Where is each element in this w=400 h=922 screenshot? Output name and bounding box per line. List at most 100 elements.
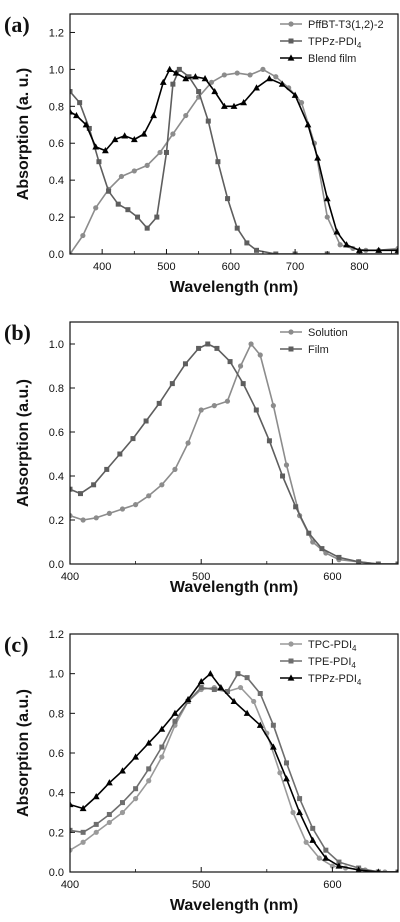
data-point bbox=[237, 684, 244, 691]
data-point bbox=[314, 154, 322, 161]
data-point bbox=[198, 685, 204, 691]
data-point bbox=[183, 112, 189, 119]
data-point bbox=[355, 866, 362, 872]
data-point bbox=[298, 100, 305, 106]
data-point bbox=[244, 675, 250, 681]
data-point bbox=[217, 683, 225, 691]
data-point bbox=[115, 201, 121, 207]
series-line bbox=[70, 68, 398, 254]
legend-item: TPPz-PDI4 bbox=[280, 36, 362, 50]
legend-label: TPC-PDI4 bbox=[308, 639, 357, 653]
y-tick-label: 0.4 bbox=[49, 788, 64, 800]
x-tick-label: 400 bbox=[61, 571, 79, 583]
legend-label: Film bbox=[308, 344, 329, 356]
data-point bbox=[150, 111, 158, 119]
data-point bbox=[121, 132, 129, 139]
series-line bbox=[70, 68, 398, 252]
data-point bbox=[211, 403, 217, 409]
data-point bbox=[237, 363, 244, 369]
data-point bbox=[270, 403, 276, 409]
data-point bbox=[91, 482, 97, 488]
data-point bbox=[176, 66, 182, 72]
data-point bbox=[93, 821, 99, 827]
legend-marker bbox=[288, 641, 294, 647]
data-point bbox=[251, 698, 257, 705]
data-point bbox=[106, 188, 112, 194]
data-point bbox=[119, 506, 126, 512]
data-point bbox=[80, 829, 86, 835]
data-point bbox=[234, 225, 240, 231]
x-axis-label: Wavelength (nm) bbox=[170, 279, 298, 296]
y-tick-label: 0.6 bbox=[49, 748, 64, 760]
data-point bbox=[172, 69, 180, 76]
data-point bbox=[70, 800, 74, 808]
data-point bbox=[243, 709, 251, 716]
y-tick-label: 1.0 bbox=[49, 64, 64, 76]
data-point bbox=[130, 436, 136, 442]
series-1 bbox=[70, 66, 398, 254]
data-point bbox=[93, 515, 99, 521]
data-point bbox=[157, 149, 163, 156]
data-point bbox=[291, 91, 299, 98]
data-point bbox=[77, 100, 83, 106]
y-tick-label: 0.6 bbox=[49, 138, 64, 150]
data-point bbox=[224, 689, 230, 695]
data-point bbox=[158, 725, 166, 732]
data-point bbox=[144, 162, 150, 168]
data-point bbox=[105, 779, 113, 786]
data-point bbox=[283, 775, 290, 782]
y-tick-label: 1.0 bbox=[49, 339, 64, 351]
data-point bbox=[93, 829, 99, 835]
data-point bbox=[253, 84, 260, 91]
y-tick-label: 0.0 bbox=[49, 249, 64, 261]
data-point bbox=[290, 809, 296, 816]
legend-label: TPE-PDI4 bbox=[308, 656, 356, 670]
data-point bbox=[171, 709, 179, 716]
y-tick-label: 0.2 bbox=[49, 515, 64, 527]
legend-item: Film bbox=[280, 344, 329, 356]
data-point bbox=[316, 855, 322, 861]
series-1 bbox=[70, 684, 398, 872]
y-tick-label: 0.8 bbox=[49, 383, 64, 395]
legend-marker bbox=[288, 21, 294, 27]
data-point bbox=[182, 75, 190, 82]
data-point bbox=[247, 72, 253, 78]
x-tick-label: 500 bbox=[192, 879, 210, 891]
data-point bbox=[96, 159, 102, 165]
series-2 bbox=[70, 66, 398, 254]
data-point bbox=[260, 66, 266, 72]
legend-item: PffBT-T3(1,2)-2 bbox=[280, 19, 384, 31]
data-point bbox=[227, 359, 233, 365]
y-tick-label: 0.2 bbox=[49, 212, 64, 224]
data-point bbox=[80, 232, 86, 239]
legend-item: TPPz-PDI4 bbox=[280, 673, 362, 687]
data-point bbox=[254, 247, 260, 253]
data-point bbox=[140, 130, 148, 137]
data-point bbox=[70, 89, 73, 95]
chart-panel-2: 400 500 600 0.0 0.2 0.4 0.6 0.8 1.0 Wavelength (n… bbox=[4, 320, 399, 596]
data-point bbox=[253, 407, 259, 413]
x-tick-label: 600 bbox=[222, 261, 240, 273]
data-point bbox=[133, 786, 139, 792]
data-point bbox=[197, 678, 205, 685]
data-point bbox=[280, 473, 286, 479]
data-point bbox=[80, 517, 86, 523]
y-tick-label: 1.2 bbox=[49, 629, 64, 641]
data-point bbox=[324, 214, 330, 220]
data-point bbox=[220, 102, 228, 109]
legend-label: Blend film bbox=[308, 53, 356, 65]
legend-label: Solution bbox=[308, 327, 348, 339]
legend-label: PffBT-T3(1,2)-2 bbox=[308, 19, 384, 31]
data-point bbox=[119, 800, 125, 806]
data-point bbox=[73, 111, 80, 119]
y-axis-label: Absorption (a.u.) bbox=[15, 379, 32, 507]
x-tick-label: 600 bbox=[323, 571, 341, 583]
data-point bbox=[125, 207, 131, 213]
y-tick-label: 0.2 bbox=[49, 827, 64, 839]
data-point bbox=[186, 74, 192, 80]
data-point bbox=[310, 825, 316, 831]
data-point bbox=[235, 671, 241, 677]
data-point bbox=[270, 722, 276, 728]
data-point bbox=[130, 135, 138, 143]
data-point bbox=[343, 241, 350, 248]
